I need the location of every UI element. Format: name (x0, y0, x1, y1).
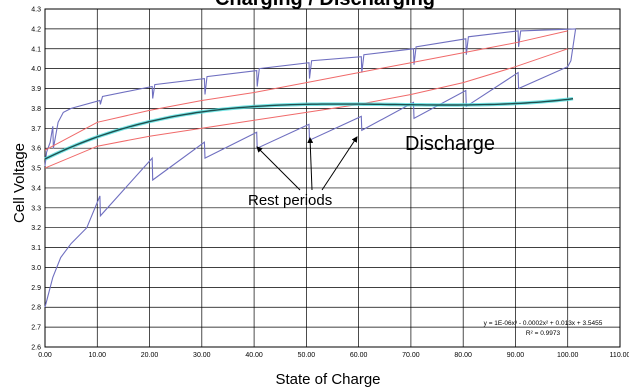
equation-label: y = 1E-06x³ - 0.0002x² + 0.013x + 3.5455 (484, 320, 603, 327)
x-tick-label: 100.00 (557, 352, 579, 359)
y-tick-label: 3.4 (31, 185, 41, 192)
x-axis-title: State of Charge (275, 371, 380, 388)
x-tick-label: 20.00 (141, 352, 159, 359)
y-tick-label: 3.6 (31, 146, 41, 153)
x-tick-label: 10.00 (89, 352, 107, 359)
x-tick-label: 110.00 (610, 352, 629, 359)
x-tick-label: 30.00 (193, 352, 211, 359)
y-tick-label: 4.1 (31, 46, 41, 53)
x-tick-label: 0.00 (38, 352, 52, 359)
y-axis-title: Cell Voltage (11, 143, 28, 223)
y-tick-label: 2.9 (31, 285, 41, 292)
rest-arrow-2 (307, 137, 314, 191)
x-tick-label: 60.00 (350, 352, 368, 359)
x-tick-label: 90.00 (507, 352, 525, 359)
rest-periods-label: Rest periods (248, 192, 332, 209)
plot-area (44, 8, 621, 348)
y-tick-label: 2.6 (31, 345, 41, 352)
y-tick-label: 2.8 (31, 305, 41, 312)
y-tick-label: 4.3 (31, 7, 41, 14)
y-tick-label: 4.2 (31, 26, 41, 33)
y-tick-label: 3.8 (31, 106, 41, 113)
x-tick-label: 80.00 (454, 352, 472, 359)
y-tick-label: 3.5 (31, 166, 41, 173)
y-tick-label: 2.7 (31, 325, 41, 332)
x-tick-label: 70.00 (402, 352, 420, 359)
y-axis-ticks: 2.6 2.7 2.8 2.9 3.0 3.1 3.2 3.3 3.4 3.5 3.6 3.7 3.8 3… (31, 7, 41, 352)
grid-lines (44, 8, 621, 348)
series-measured-charge (44, 28, 576, 167)
x-tick-label: 50.00 (298, 352, 316, 359)
y-tick-label: 3.7 (31, 126, 41, 133)
r-squared-label: R² = 0.9973 (526, 330, 561, 337)
y-tick-label: 3.9 (31, 86, 41, 93)
chart-title: Charging / Discharging (215, 0, 435, 10)
y-tick-label: 3.0 (31, 265, 41, 272)
series-envelope-upper (44, 30, 568, 151)
discharge-label: Discharge (405, 133, 495, 155)
y-tick-label: 3.1 (31, 245, 41, 252)
rest-arrow-1 (256, 146, 301, 191)
series-envelope-lower (44, 48, 568, 169)
x-tick-label: 40.00 (245, 352, 263, 359)
series-polynomial-fit (44, 98, 574, 160)
y-tick-label: 4.0 (31, 66, 41, 73)
x-axis-ticks: 0.00 10.00 20.00 30.00 40.00 50.00 60.00 70.00 8… (38, 352, 629, 359)
y-tick-label: 3.2 (31, 225, 41, 232)
y-tick-label: 3.3 (31, 205, 41, 212)
rest-arrow-3 (321, 136, 358, 191)
